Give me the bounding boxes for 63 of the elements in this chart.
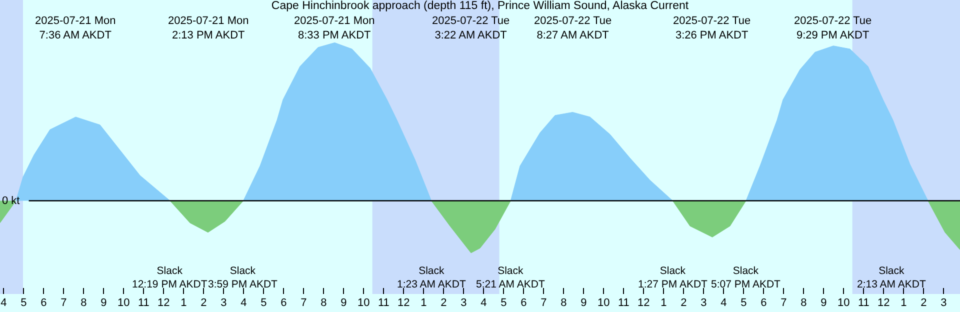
x-tick-label: 7 (60, 297, 67, 309)
x-tick-label: 12 (878, 297, 890, 309)
x-tick-label: 8 (80, 297, 87, 309)
text: 2025-07-22 Tue 9:29 PM AKDT (794, 15, 872, 42)
text: Slack 12:19 PM AKDT (132, 265, 208, 291)
text: Slack 1:27 PM AKDT (638, 265, 708, 291)
x-tick-label: 4 (0, 297, 7, 309)
x-tick-label: 1 (180, 297, 187, 309)
text: 2025-07-21 Mon 2:13 PM AKDT (168, 15, 249, 42)
x-tick-label: 11 (858, 297, 870, 309)
x-tick-label: 1 (660, 297, 667, 309)
x-tick-label: 5 (500, 297, 507, 309)
x-tick-label: 3 (940, 297, 947, 309)
text: 2025-07-21 Mon 8:33 PM AKDT (294, 15, 375, 42)
x-tick-label: 11 (138, 297, 150, 309)
x-tick-label: 4 (480, 297, 487, 309)
x-tick-label: 10 (838, 297, 850, 309)
x-tick-label: 3 (700, 297, 707, 309)
x-tick-label: 10 (358, 297, 370, 309)
x-tick-label: 6 (760, 297, 767, 309)
x-tick-label: 3 (460, 297, 467, 309)
x-tick-label: 1 (900, 297, 907, 309)
text: Slack 3:59 PM AKDT (208, 265, 278, 291)
x-tick-label: 9 (100, 297, 107, 309)
text: Slack 5:07 PM AKDT (711, 265, 782, 291)
x-tick-label: 10 (598, 297, 610, 309)
x-tick-label: 10 (118, 297, 130, 309)
text: 2025-07-22 Tue 3:22 AM AKDT (432, 15, 510, 42)
x-tick-label: 7 (780, 297, 787, 309)
x-tick-label: 6 (520, 297, 527, 309)
x-tick-label: 2 (680, 297, 687, 309)
x-tick-label: 9 (340, 297, 347, 309)
x-tick-label: 9 (820, 297, 827, 309)
x-tick-label: 11 (618, 297, 630, 309)
x-tick-label: 6 (40, 297, 47, 309)
x-tick-label: 7 (300, 297, 307, 309)
text: Slack 2:13 AM AKDT (857, 265, 926, 291)
x-tick-label: 11 (378, 297, 390, 309)
text: Slack 1:23 AM AKDT (397, 265, 466, 291)
text: 2025-07-22 Tue 3:26 PM AKDT (673, 15, 751, 42)
x-tick-label: 2 (200, 297, 207, 309)
x-tick-label: 2 (440, 297, 447, 309)
x-tick-label: 3 (220, 297, 227, 309)
x-tick-label: 4 (240, 297, 247, 309)
x-tick-label: 2 (920, 297, 927, 309)
x-tick-label: 5 (20, 297, 27, 309)
x-tick-label: 4 (720, 297, 727, 309)
x-tick-label: 9 (580, 297, 587, 309)
text: 2025-07-22 Tue 8:27 AM AKDT (534, 15, 612, 42)
text: Slack 5:21 AM AKDT (476, 265, 546, 291)
chart-title: Cape Hinchinbrook approach (depth 115 ft), Prince William Sound, Alaska Current (271, 0, 690, 12)
x-tick-label: 8 (560, 297, 567, 309)
x-tick-label: 8 (320, 297, 327, 309)
x-tick-label: 1 (420, 297, 427, 309)
x-tick-label: 8 (800, 297, 807, 309)
x-tick-label: 5 (260, 297, 267, 309)
x-tick-label: 12 (638, 297, 650, 309)
x-tick-label: 6 (280, 297, 287, 309)
text: 2025-07-21 Mon 7:36 AM AKDT (35, 15, 116, 42)
x-tick-label: 7 (540, 297, 547, 309)
x-tick-label: 12 (158, 297, 170, 309)
x-tick-label: 12 (398, 297, 410, 309)
x-tick-label: 5 (740, 297, 747, 309)
